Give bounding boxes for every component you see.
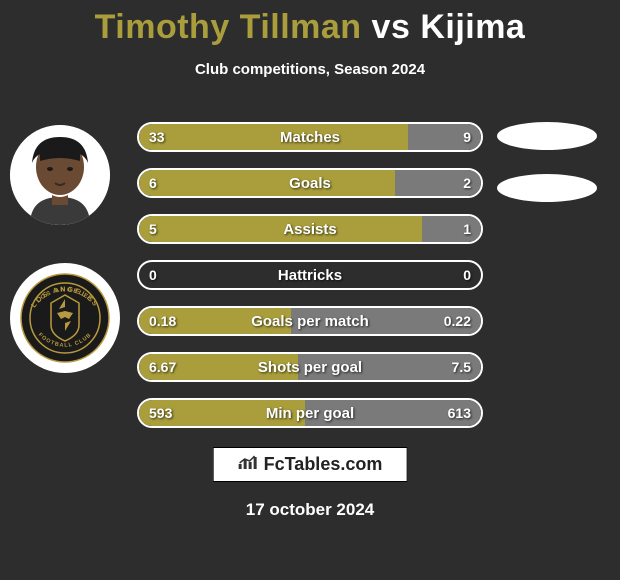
comparison-title: Timothy Tillman vs Kijima	[0, 0, 620, 47]
player2-club-placeholder	[497, 174, 597, 202]
player2-avatar-placeholder	[497, 122, 597, 150]
fctables-badge: FcTables.com	[213, 447, 408, 482]
chart-icon	[238, 454, 258, 475]
player1-club-badge: LOS ANGELES LOS ANGELES FOOTBALL CLUB	[10, 263, 120, 373]
stat-row: 593613Min per goal	[137, 398, 483, 428]
player-photo-icon	[10, 125, 110, 225]
right-avatar-column	[492, 122, 602, 202]
stat-row: 6.677.5Shots per goal	[137, 352, 483, 382]
stat-row: 62Goals	[137, 168, 483, 198]
player1-avatar	[10, 125, 110, 225]
stat-label: Shots per goal	[139, 359, 481, 376]
stat-row: 00Hattricks	[137, 260, 483, 290]
vs-separator: vs	[372, 8, 411, 46]
stat-label: Assists	[139, 221, 481, 238]
left-avatar-column: LOS ANGELES LOS ANGELES FOOTBALL CLUB	[10, 125, 110, 373]
site-name: FcTables.com	[264, 454, 383, 475]
stat-label: Matches	[139, 129, 481, 146]
date-label: 17 october 2024	[246, 500, 375, 520]
stats-bars: 339Matches 62Goals 51Assists 00Hattricks 0.1…	[137, 122, 483, 428]
player1-name: Timothy Tillman	[95, 8, 362, 46]
stat-label: Min per goal	[139, 405, 481, 422]
player2-name: Kijima	[420, 8, 525, 46]
stat-row: 339Matches	[137, 122, 483, 152]
stat-label: Goals per match	[139, 313, 481, 330]
subtitle: Club competitions, Season 2024	[0, 61, 620, 78]
stat-label: Hattricks	[139, 267, 481, 284]
stat-row: 51Assists	[137, 214, 483, 244]
stat-row: 0.180.22Goals per match	[137, 306, 483, 336]
lafc-badge-icon: LOS ANGELES LOS ANGELES FOOTBALL CLUB	[20, 273, 110, 363]
stat-label: Goals	[139, 175, 481, 192]
